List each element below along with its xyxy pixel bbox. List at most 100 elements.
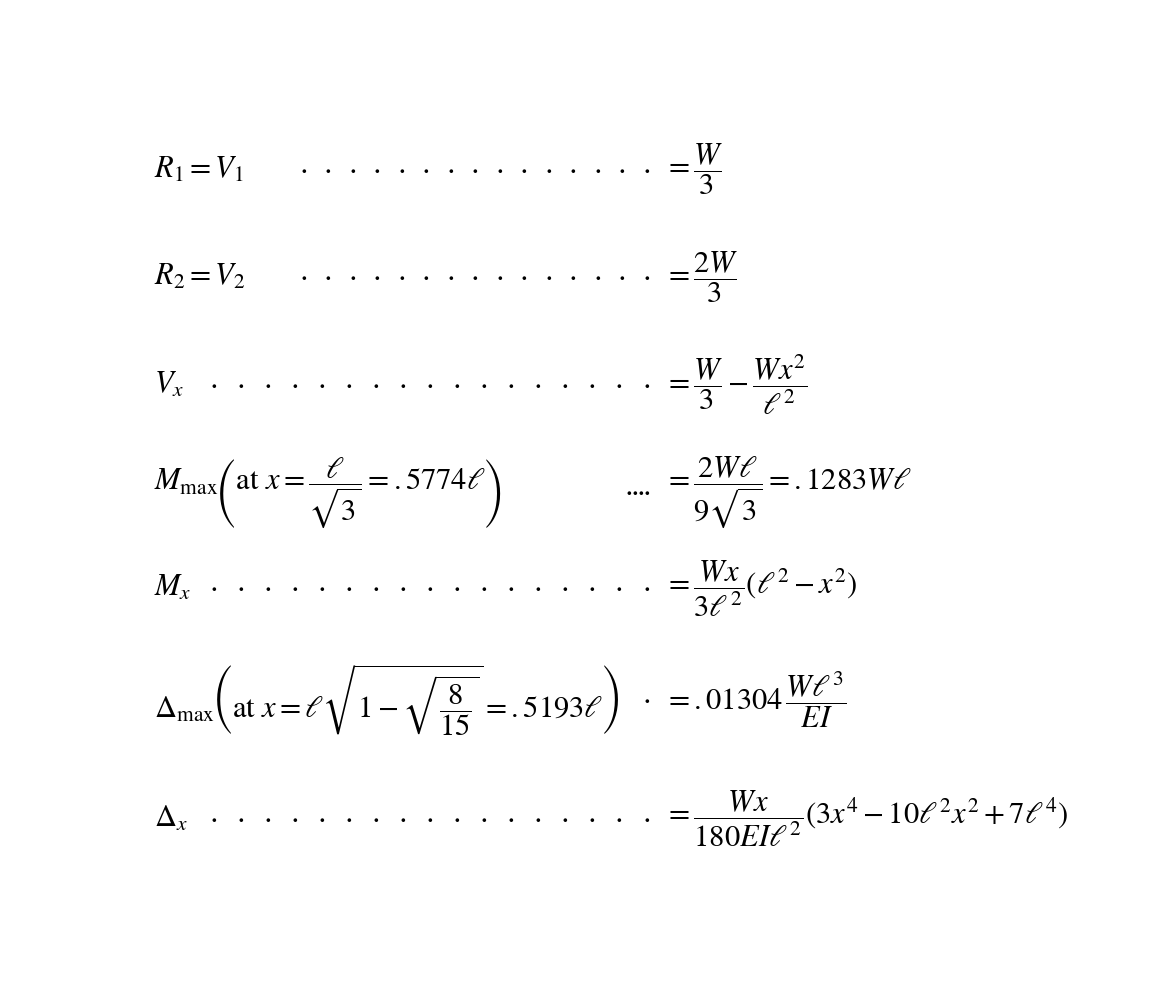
Text: $= \dfrac{W}{3}$: $= \dfrac{W}{3}$: [664, 142, 723, 198]
Text: $\cdot$: $\cdot$: [317, 805, 326, 833]
Text: $\cdot$: $\cdot$: [642, 805, 650, 833]
Text: $\cdot$: $\cdot$: [479, 371, 487, 399]
Text: $\cdot$: $\cdot$: [209, 805, 217, 833]
Text: $\cdot$: $\cdot$: [348, 156, 356, 184]
Text: $\cdot$: $\cdot$: [479, 805, 487, 833]
Text: $\cdot$: $\cdot$: [317, 575, 326, 603]
Text: $\cdot$: $\cdot$: [398, 805, 406, 833]
Text: $\cdot$: $\cdot$: [543, 263, 551, 291]
Text: $\cdot$: $\cdot$: [587, 371, 595, 399]
Text: $\cdot$: $\cdot$: [397, 263, 405, 291]
Text: $\cdot$: $\cdot$: [445, 263, 454, 291]
Text: $\cdot$: $\cdot$: [479, 575, 487, 603]
Text: $\cdot$: $\cdot$: [587, 805, 595, 833]
Text: $\cdot$: $\cdot$: [506, 575, 514, 603]
Text: $\cdot$: $\cdot$: [421, 156, 429, 184]
Text: $\cdot$: $\cdot$: [506, 371, 514, 399]
Text: $V_x$: $V_x$: [155, 370, 185, 399]
Text: $\cdot$: $\cdot$: [372, 156, 380, 184]
Text: $\cdot$: $\cdot$: [209, 575, 217, 603]
Text: $\cdot$: $\cdot$: [263, 371, 271, 399]
Text: $\cdot$: $\cdot$: [569, 263, 577, 291]
Text: $\cdot$: $\cdot$: [236, 575, 244, 603]
Text: $R_2 = V_2$: $R_2 = V_2$: [155, 262, 245, 291]
Text: $\cdot$: $\cdot$: [290, 805, 298, 833]
Text: $\cdot$: $\cdot$: [593, 156, 601, 184]
Text: $= \dfrac{2W}{3}$: $= \dfrac{2W}{3}$: [664, 250, 739, 305]
Text: $\cdot$: $\cdot$: [635, 479, 643, 506]
Text: $\cdot$: $\cdot$: [618, 156, 626, 184]
Text: $\cdot$: $\cdot$: [470, 156, 478, 184]
Text: $\cdot$: $\cdot$: [587, 575, 595, 603]
Text: $\cdot$: $\cdot$: [397, 156, 405, 184]
Text: $\cdot$: $\cdot$: [642, 156, 650, 184]
Text: $\cdot$: $\cdot$: [398, 575, 406, 603]
Text: $\cdot$: $\cdot$: [348, 263, 356, 291]
Text: $\Delta_x$: $\Delta_x$: [155, 804, 188, 833]
Text: $\cdot$: $\cdot$: [534, 371, 542, 399]
Text: $\cdot$: $\cdot$: [344, 371, 352, 399]
Text: $\cdot$: $\cdot$: [421, 263, 429, 291]
Text: $\cdot$: $\cdot$: [642, 479, 650, 506]
Text: $\cdot$: $\cdot$: [494, 156, 502, 184]
Text: $\cdot$: $\cdot$: [614, 805, 622, 833]
Text: $\cdot$: $\cdot$: [263, 575, 271, 603]
Text: $\cdot$: $\cdot$: [618, 263, 626, 291]
Text: $\cdot$: $\cdot$: [629, 479, 637, 506]
Text: $\cdot$: $\cdot$: [426, 371, 434, 399]
Text: $\cdot$: $\cdot$: [614, 575, 622, 603]
Text: $\cdot$: $\cdot$: [263, 805, 271, 833]
Text: $\cdot$: $\cdot$: [494, 263, 502, 291]
Text: $\cdot$: $\cdot$: [543, 156, 551, 184]
Text: $\cdot$: $\cdot$: [561, 371, 569, 399]
Text: $\cdot$: $\cdot$: [561, 805, 569, 833]
Text: $\cdot$: $\cdot$: [299, 156, 307, 184]
Text: $\cdot$: $\cdot$: [290, 575, 298, 603]
Text: $\cdot$: $\cdot$: [371, 805, 379, 833]
Text: $\cdot$: $\cdot$: [642, 575, 650, 603]
Text: $\cdot$: $\cdot$: [470, 263, 478, 291]
Text: $\cdot$: $\cdot$: [593, 263, 601, 291]
Text: $\cdot$: $\cdot$: [398, 371, 406, 399]
Text: $= \dfrac{W}{3} - \dfrac{Wx^2}{\ell^2}$: $= \dfrac{W}{3} - \dfrac{Wx^2}{\ell^2}$: [664, 352, 807, 417]
Text: $\cdot$: $\cdot$: [236, 371, 244, 399]
Text: $\cdot$: $\cdot$: [569, 156, 577, 184]
Text: $\cdot$: $\cdot$: [445, 156, 454, 184]
Text: $\cdot$: $\cdot$: [561, 575, 569, 603]
Text: $\cdot$: $\cdot$: [317, 371, 326, 399]
Text: $M_{\mathrm{max}}\!\left(\mathrm{at}\ x = \dfrac{\ell}{\sqrt{3}} = .5774\ell\rig: $M_{\mathrm{max}}\!\left(\mathrm{at}\ x …: [155, 455, 502, 530]
Text: $= \dfrac{Wx}{180EI\ell^2}(3x^4 - 10\ell^2 x^2 + 7\ell^4)$: $= \dfrac{Wx}{180EI\ell^2}(3x^4 - 10\ell…: [664, 788, 1068, 849]
Text: $\cdot$: $\cdot$: [534, 575, 542, 603]
Text: $\cdot$: $\cdot$: [614, 371, 622, 399]
Text: $\cdot$: $\cdot$: [519, 156, 527, 184]
Text: $= \dfrac{2W\ell}{9\sqrt{3}} = .1283W\ell$: $= \dfrac{2W\ell}{9\sqrt{3}} = .1283W\el…: [664, 455, 911, 530]
Text: $\cdot$: $\cdot$: [534, 805, 542, 833]
Text: $\cdot$: $\cdot$: [519, 263, 527, 291]
Text: $\cdot$: $\cdot$: [371, 371, 379, 399]
Text: $\cdot$: $\cdot$: [452, 575, 461, 603]
Text: $\cdot$: $\cdot$: [372, 263, 380, 291]
Text: $\cdot$: $\cdot$: [642, 686, 650, 714]
Text: $= .01304\,\dfrac{W\ell^3}{EI}$: $= .01304\,\dfrac{W\ell^3}{EI}$: [664, 670, 846, 731]
Text: $\cdot$: $\cdot$: [236, 805, 244, 833]
Text: $\cdot$: $\cdot$: [452, 371, 461, 399]
Text: $\cdot$: $\cdot$: [290, 371, 298, 399]
Text: $\Delta_{\mathrm{max}}\!\left(\mathrm{at}\ x = \ell\sqrt{1 - \sqrt{\dfrac{8}{15}: $\Delta_{\mathrm{max}}\!\left(\mathrm{at…: [155, 663, 620, 738]
Text: $R_1 = V_1$: $R_1 = V_1$: [155, 155, 244, 185]
Text: $\cdot$: $\cdot$: [642, 263, 650, 291]
Text: $\cdot$: $\cdot$: [323, 156, 331, 184]
Text: $\cdot$: $\cdot$: [344, 805, 352, 833]
Text: $\cdot$: $\cdot$: [299, 263, 307, 291]
Text: $\cdot$: $\cdot$: [323, 263, 331, 291]
Text: $= \dfrac{Wx}{3\ell^2}(\ell^2 - x^2)$: $= \dfrac{Wx}{3\ell^2}(\ell^2 - x^2)$: [664, 558, 857, 619]
Text: $\cdot$: $\cdot$: [452, 805, 461, 833]
Text: $\cdot$: $\cdot$: [426, 805, 434, 833]
Text: $\cdot$: $\cdot$: [344, 575, 352, 603]
Text: $\cdot$: $\cdot$: [371, 575, 379, 603]
Text: $\cdot$: $\cdot$: [426, 575, 434, 603]
Text: $M_x$: $M_x$: [155, 574, 192, 603]
Text: $\cdot$: $\cdot$: [642, 371, 650, 399]
Text: $\cdot$: $\cdot$: [506, 805, 514, 833]
Text: $\cdot$: $\cdot$: [209, 371, 217, 399]
Text: $\cdot$: $\cdot$: [623, 479, 632, 506]
